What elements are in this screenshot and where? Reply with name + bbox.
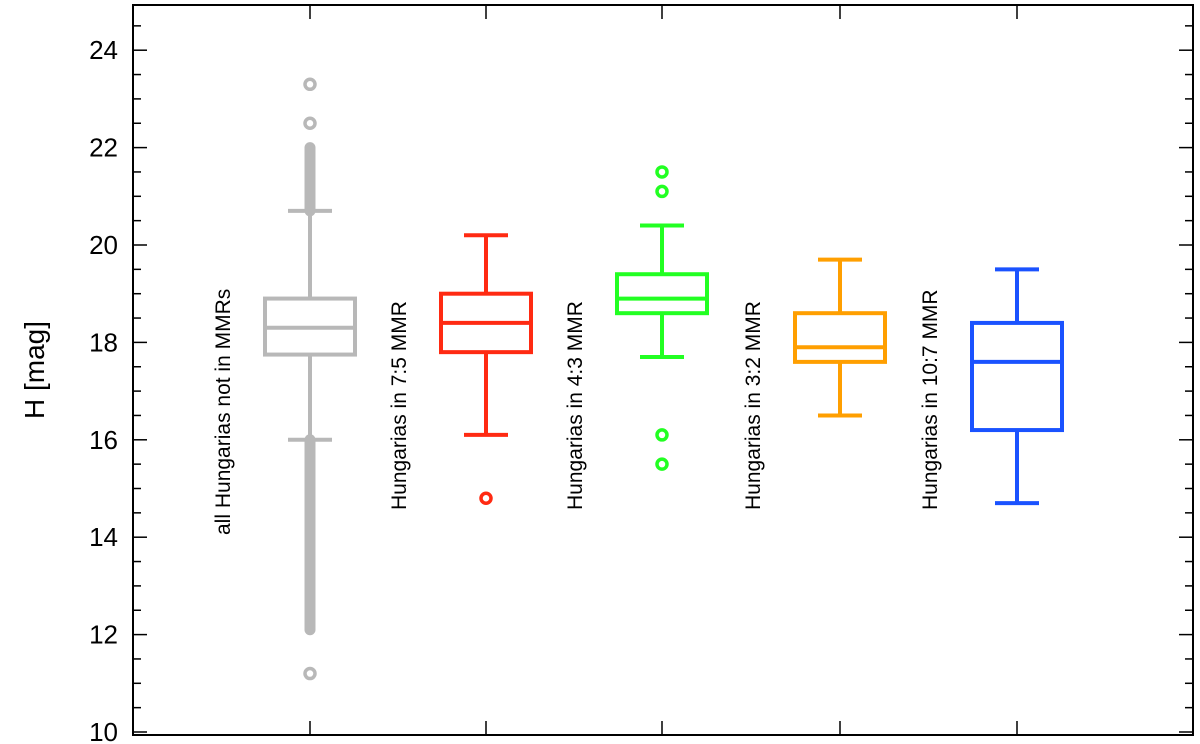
- series-label: Hungarias in 7:5 MMR: [388, 301, 411, 510]
- y-tick-label: 12: [89, 620, 118, 650]
- y-tick-label: 24: [89, 35, 118, 65]
- y-tick-label: 20: [89, 230, 118, 260]
- outlier-point: [303, 77, 317, 92]
- outlier-point: [655, 428, 669, 442]
- y-tick-label: 14: [89, 522, 118, 552]
- box-iqr: [970, 320, 1064, 433]
- box-series: all Hungarias not in MMRs: [212, 77, 357, 681]
- series-label: Hungarias in 4:3 MMR: [564, 301, 587, 510]
- outlier-point: [655, 457, 669, 471]
- y-tick-label: 18: [89, 327, 118, 357]
- outlier-point: [303, 666, 317, 681]
- box-iqr: [615, 272, 709, 316]
- y-tick-label: 16: [89, 425, 118, 455]
- y-axis: 10 12 14 16 18 20 22 24: [89, 25, 1193, 744]
- box-series-group: all Hungarias not in MMRs Hungarias in 7:…: [212, 77, 1064, 681]
- box-series: Hungarias in 10:7 MMR: [919, 267, 1064, 510]
- y-tick-label: 10: [89, 717, 118, 744]
- outlier-point: [479, 491, 493, 505]
- series-label: all Hungarias not in MMRs: [212, 289, 235, 535]
- series-label: Hungarias in 10:7 MMR: [919, 289, 942, 510]
- outlier-point: [655, 184, 669, 199]
- outlier-point: [303, 116, 317, 130]
- box-series: Hungarias in 3:2 MMR: [742, 257, 887, 510]
- y-tick-label: 22: [89, 133, 118, 163]
- outlier-point: [655, 165, 669, 179]
- box-series: Hungarias in 7:5 MMR: [388, 233, 533, 510]
- series-label: Hungarias in 3:2 MMR: [742, 301, 765, 510]
- box-iqr: [793, 311, 887, 364]
- x-axis-ticks: [309, 5, 1018, 735]
- y-axis-label: H [mag]: [19, 321, 50, 419]
- plot-frame: [132, 4, 1194, 736]
- box-series: Hungarias in 4:3 MMR: [564, 165, 709, 510]
